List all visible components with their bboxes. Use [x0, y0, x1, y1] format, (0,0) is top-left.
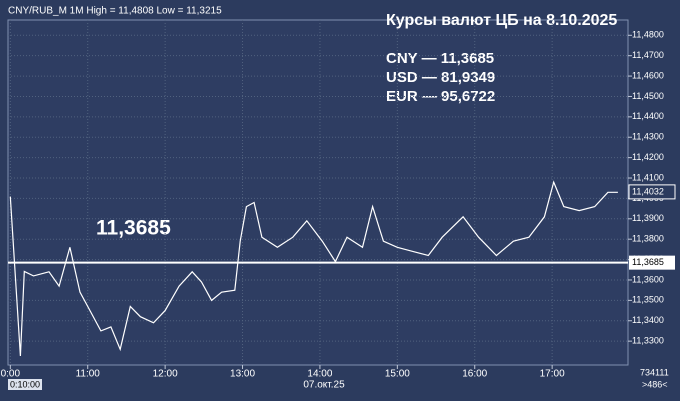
x-tick-label: 17:00: [540, 369, 565, 380]
y-tick-label: 11,4100: [632, 172, 664, 182]
x-tick-label: 13:00: [230, 369, 255, 380]
y-tick-label: 11,4800: [632, 30, 664, 40]
x-tick-label: 12:00: [153, 369, 178, 380]
y-tick-label: 11,4700: [632, 50, 664, 60]
y-tick-label: 11,4600: [632, 70, 664, 80]
bars-label: >486<: [642, 379, 668, 389]
annotation-line: USD — 81,9349: [386, 69, 495, 86]
y-tick-label: 11,3300: [632, 336, 664, 346]
big-price: 11,3685: [96, 217, 171, 240]
volume-label: 734111: [640, 367, 669, 377]
annotation-title: Курсы валют ЦБ на 8.10.2025: [386, 12, 617, 29]
x-tick-label: 14:00: [307, 369, 332, 380]
annotation-line: CNY — 11,3685: [386, 50, 494, 67]
date-label: 07.окт.25: [303, 380, 345, 391]
y-tick-label: 11,3600: [632, 274, 664, 284]
x-tick-label: 16:00: [462, 369, 487, 380]
reference-label: 11,3685: [632, 257, 664, 267]
y-tick-label: 11,3500: [632, 295, 664, 305]
y-tick-label: 11,3900: [632, 213, 664, 223]
y-tick-label: 11,4500: [632, 91, 664, 101]
reference-box: [629, 255, 675, 270]
cursor-time: 0:10:00: [10, 379, 40, 389]
last-price-label: 11,4032: [632, 186, 664, 196]
x-tick-label: 15:00: [385, 369, 410, 380]
y-tick-label: 11,4400: [632, 111, 664, 121]
price-line: [9, 180, 618, 357]
y-tick-label: 11,3800: [632, 234, 664, 244]
x-tick-label: 11:00: [76, 369, 101, 380]
plot-area: [7, 19, 629, 366]
y-tick-label: 11,4300: [632, 132, 664, 142]
cursor-box: [8, 379, 42, 390]
last-price-box: [628, 184, 676, 200]
header: CNY/RUB_M 1M High = 11,4808 Low = 11,321…: [8, 6, 222, 17]
y-tick-label: 11,4200: [632, 152, 664, 162]
y-tick-label: 11,3400: [632, 315, 664, 325]
x-tick-label: 0:00: [1, 369, 21, 380]
